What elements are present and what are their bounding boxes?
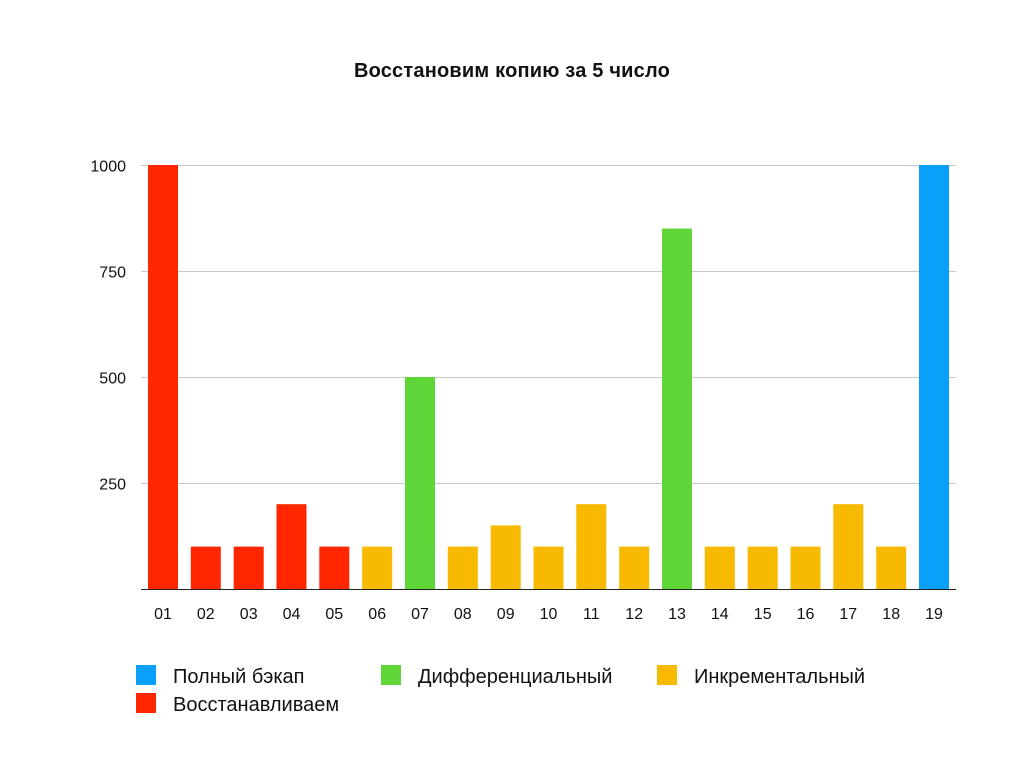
x-tick-label: 03 — [240, 606, 258, 623]
x-tick-label: 04 — [283, 606, 301, 623]
x-tick-label: 12 — [625, 606, 643, 623]
x-tick-label: 11 — [583, 606, 600, 623]
x-tick-label: 18 — [882, 606, 900, 623]
bar-12 — [619, 546, 650, 589]
bar-14 — [704, 546, 735, 589]
x-tick-label: 16 — [797, 606, 815, 623]
bar-02 — [190, 546, 221, 589]
bar-18 — [876, 546, 907, 589]
legend-swatch-restore — [136, 693, 156, 713]
y-tick-label: 1000 — [90, 159, 126, 176]
bar-15 — [747, 546, 778, 589]
x-tick-label: 09 — [497, 606, 515, 623]
y-tick-label: 500 — [99, 371, 126, 388]
x-tick-label: 10 — [540, 606, 558, 623]
x-tick-label: 19 — [925, 606, 943, 623]
bar-06 — [362, 546, 393, 589]
legend-swatch-incremental — [657, 665, 677, 685]
x-tick-label: 08 — [454, 606, 472, 623]
legend-label-incremental: Инкрементальный — [694, 666, 865, 688]
chart-title: Восстановим копию за 5 число — [353, 60, 671, 82]
bar-11 — [576, 504, 607, 589]
x-tick-label: 15 — [754, 606, 772, 623]
legend-label-differential: Дифференциальный — [418, 666, 612, 688]
legend-label-full: Полный бэкап — [173, 666, 304, 688]
bar-07 — [405, 377, 435, 589]
x-tick-label: 02 — [197, 606, 215, 623]
bars — [148, 165, 949, 589]
legend-swatch-full — [136, 665, 156, 685]
x-tick-label: 06 — [368, 606, 386, 623]
x-tick-label: 14 — [711, 606, 729, 623]
y-tick-label: 250 — [99, 477, 126, 494]
x-tick-label: 01 — [154, 606, 172, 623]
x-tick-label: 07 — [411, 606, 429, 623]
bar-01 — [148, 165, 178, 589]
x-axis-ticks: 01 02 03 04 05 06 07 08 09 10 11 12 13 14 15 16 17 18 19 — [154, 606, 943, 623]
legend-swatch-differential — [381, 665, 401, 685]
bar-03 — [233, 546, 264, 589]
bar-16 — [790, 546, 821, 589]
bar-19 — [919, 165, 949, 589]
bar-13 — [662, 228, 692, 589]
bar-05 — [319, 546, 350, 589]
y-axis-ticks: 250 500 750 1000 — [90, 159, 126, 494]
y-tick-label: 750 — [99, 265, 126, 282]
bar-17 — [833, 504, 864, 589]
x-tick-label: 05 — [325, 606, 343, 623]
bar-08 — [447, 546, 478, 589]
bar-10 — [533, 546, 564, 589]
bar-09 — [490, 525, 521, 589]
grid-lines — [141, 165, 956, 484]
x-tick-label: 13 — [668, 606, 686, 623]
bar-04 — [276, 504, 307, 589]
legend-label-restore: Восстанавливаем — [173, 694, 339, 716]
legend: Полный бэкап Дифференциальный Инкременталь… — [136, 665, 865, 716]
x-tick-label: 17 — [839, 606, 857, 623]
